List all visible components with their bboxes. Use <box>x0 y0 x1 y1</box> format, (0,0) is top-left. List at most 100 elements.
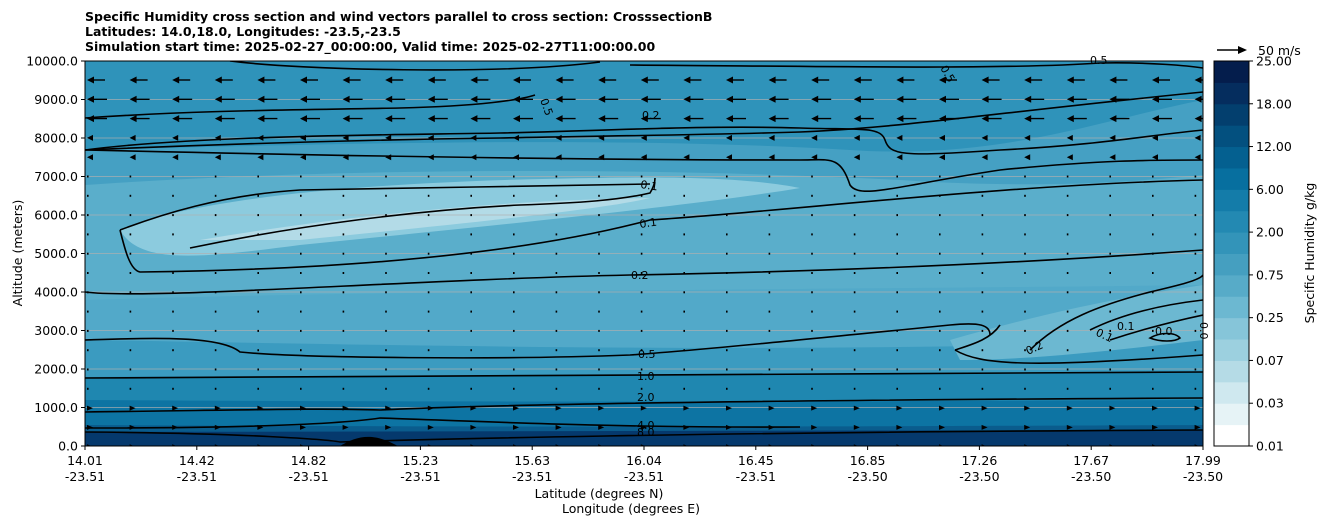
wind-arrow <box>853 424 860 430</box>
wind-arrow <box>896 95 904 103</box>
wind-dot <box>768 175 771 178</box>
wind-dot <box>1066 349 1069 352</box>
x-tick-label-lon: -23.50 <box>959 469 999 484</box>
wind-dot <box>555 368 558 371</box>
wind-dot <box>555 272 558 274</box>
wind-dot <box>768 291 771 294</box>
wind-dot <box>981 252 984 255</box>
contour-label: 2.0 <box>637 391 655 404</box>
contour-label: 0.5 <box>638 348 656 361</box>
wind-dot <box>87 387 89 390</box>
wind-arrow <box>385 115 393 123</box>
wind-dot <box>811 368 813 371</box>
wind-arrow <box>427 76 435 84</box>
wind-dot <box>342 387 345 390</box>
contour-label: 4.0 <box>637 419 655 432</box>
wind-dot <box>129 387 132 390</box>
wind-dot <box>87 252 89 255</box>
wind-dot <box>853 194 856 197</box>
wind-dot <box>470 214 472 217</box>
y-tick-label: 0.0 <box>58 439 78 454</box>
x-tick-label-lat: 15.23 <box>403 453 439 468</box>
contour-line <box>85 149 1203 192</box>
colorbar-frame <box>1213 60 1250 447</box>
wind-dot <box>385 387 387 390</box>
wind-dot <box>1109 175 1111 178</box>
wind-dot <box>981 310 984 313</box>
wind-arrow <box>1194 76 1202 84</box>
wind-dot <box>1066 329 1069 332</box>
wind-arrow <box>1024 76 1032 84</box>
wind-dot <box>172 252 174 255</box>
wind-dot <box>172 194 174 197</box>
wind-arrow <box>726 405 732 411</box>
wind-arrow <box>640 95 648 103</box>
wind-dot <box>172 310 174 313</box>
chart-title-line-2: Latitudes: 14.0,18.0, Longitudes: -23.5,… <box>85 24 401 39</box>
wind-dot <box>981 291 984 294</box>
wind-arrow <box>1109 154 1116 161</box>
wind-dot <box>427 175 430 178</box>
wind-dot <box>129 310 132 313</box>
wind-dot <box>129 272 132 274</box>
wind-arrow <box>300 76 307 84</box>
wind-dot <box>768 310 771 313</box>
contour-label: 0.1 <box>639 216 658 231</box>
contour-line <box>85 126 1203 155</box>
wind-dot <box>598 291 600 294</box>
wind-dot <box>555 349 558 352</box>
wind-arrow <box>129 405 136 411</box>
wind-dot <box>1024 252 1026 255</box>
wind-dot <box>342 175 345 178</box>
x-tick-label-lon: -23.51 <box>736 469 776 484</box>
wind-dot <box>811 387 813 390</box>
wind-dot <box>470 175 472 178</box>
wind-arrow <box>300 115 307 123</box>
wind-arrow <box>1024 95 1032 103</box>
wind-dot <box>87 175 89 178</box>
wind-dot <box>896 233 898 236</box>
wind-arrow <box>853 405 860 411</box>
wind-dot <box>300 194 302 197</box>
wind-dot <box>300 252 302 255</box>
wind-dot <box>598 368 600 371</box>
wind-arrow <box>555 405 562 411</box>
wind-dot <box>726 175 728 178</box>
wind-arrow <box>214 115 222 123</box>
wind-dot <box>683 329 685 332</box>
wind-arrow <box>1024 134 1031 141</box>
wind-dot <box>513 310 515 313</box>
wind-dot <box>129 175 132 178</box>
wind-dot <box>1066 310 1069 313</box>
wind-dot <box>640 233 643 236</box>
wind-dot <box>513 252 515 255</box>
wind-dot <box>214 387 217 390</box>
wind-arrow <box>981 134 988 141</box>
wind-dot <box>385 175 387 178</box>
wind-dot <box>427 349 430 352</box>
wind-dot <box>598 329 600 332</box>
colorbar-segment <box>1214 125 1249 148</box>
wind-arrow <box>939 405 945 411</box>
x-axis: 14.01-23.5114.42-23.5114.82-23.5115.23-2… <box>65 446 1223 484</box>
wind-arrow <box>896 76 904 84</box>
x-tick-label-lat: 17.99 <box>1185 453 1221 468</box>
quiver-key: 50 m/s <box>1217 43 1301 58</box>
wind-dot <box>896 368 898 371</box>
wind-dot <box>683 175 685 178</box>
x-tick-label-lat: 14.82 <box>291 453 327 468</box>
wind-dot <box>214 349 217 352</box>
wind-dot <box>470 368 472 371</box>
wind-dot <box>896 214 898 217</box>
wind-arrow <box>726 95 733 103</box>
wind-arrow <box>853 134 860 141</box>
wind-dot <box>726 310 728 313</box>
wind-arrow <box>214 405 221 411</box>
wind-dot <box>300 175 302 178</box>
wind-arrow <box>470 76 478 84</box>
wind-dot <box>598 233 600 236</box>
wind-dot <box>640 310 643 313</box>
wind-dot <box>129 252 132 255</box>
wind-dot <box>683 310 685 313</box>
wind-dot <box>513 349 515 352</box>
